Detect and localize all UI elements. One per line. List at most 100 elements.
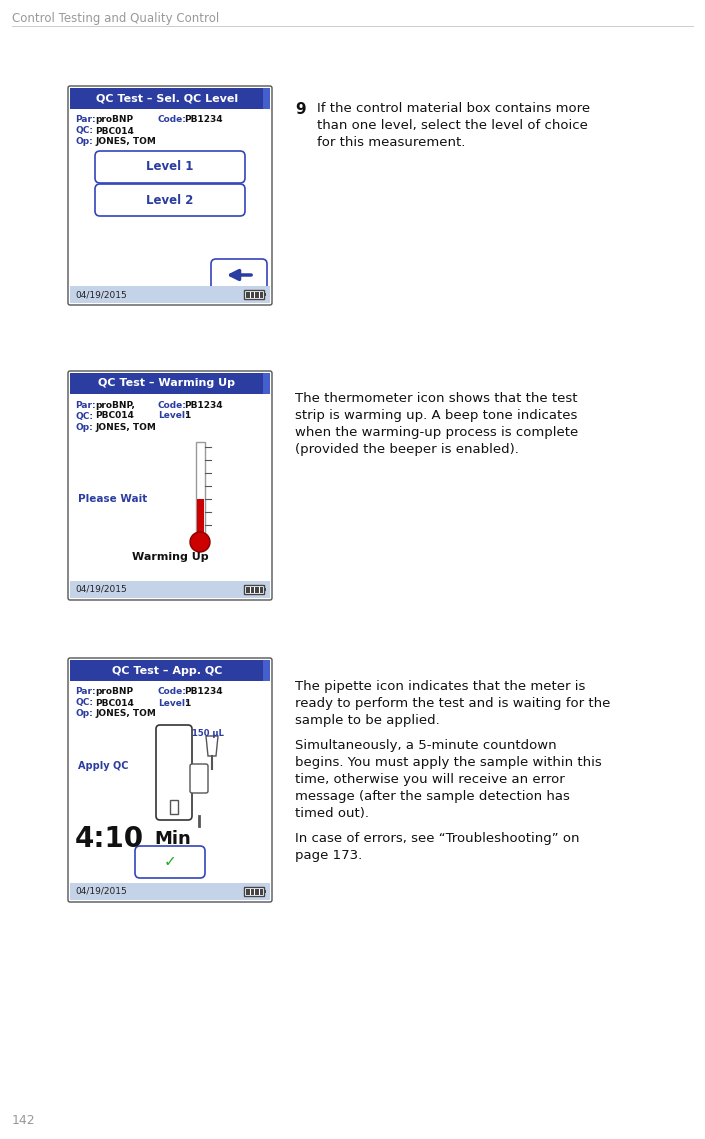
Text: QC:: QC:: [75, 411, 93, 420]
Text: proBNP,: proBNP,: [95, 401, 135, 410]
Text: Op:: Op:: [75, 710, 93, 719]
Text: QC Test – Sel. QC Level: QC Test – Sel. QC Level: [96, 93, 238, 104]
Bar: [264, 293, 266, 296]
Text: Warming Up: Warming Up: [132, 552, 208, 562]
Bar: [250, 292, 254, 297]
Bar: [264, 588, 266, 591]
Text: 04/19/2015: 04/19/2015: [75, 585, 127, 595]
FancyBboxPatch shape: [68, 658, 272, 902]
Bar: [259, 292, 263, 297]
Text: Op:: Op:: [75, 423, 93, 432]
Text: Control Testing and Quality Control: Control Testing and Quality Control: [12, 13, 219, 25]
Text: 150 µL: 150 µL: [192, 729, 224, 737]
Text: 1: 1: [184, 698, 190, 707]
Text: proBNP: proBNP: [95, 115, 133, 124]
Text: timed out).: timed out).: [295, 808, 369, 820]
Text: when the warming-up process is complete: when the warming-up process is complete: [295, 426, 578, 439]
Bar: [264, 890, 266, 893]
Text: QC Test – App. QC: QC Test – App. QC: [112, 665, 222, 675]
Bar: [255, 888, 259, 894]
Bar: [195, 442, 204, 534]
Bar: [170, 800, 178, 814]
Text: 04/19/2015: 04/19/2015: [75, 290, 127, 300]
FancyBboxPatch shape: [156, 726, 192, 820]
Text: Code:: Code:: [158, 401, 187, 410]
Text: QC:: QC:: [75, 698, 93, 707]
Bar: [263, 372, 270, 394]
Bar: [197, 499, 204, 534]
FancyBboxPatch shape: [68, 87, 272, 305]
Bar: [246, 292, 250, 297]
Text: ✓: ✓: [164, 854, 176, 869]
Text: Code:: Code:: [158, 688, 187, 697]
Bar: [244, 887, 264, 896]
Text: JONES, TOM: JONES, TOM: [95, 710, 156, 719]
Text: 04/19/2015: 04/19/2015: [75, 887, 127, 896]
Text: (provided the beeper is enabled).: (provided the beeper is enabled).: [295, 443, 519, 456]
Text: proBNP: proBNP: [95, 688, 133, 697]
Text: strip is warming up. A beep tone indicates: strip is warming up. A beep tone indicat…: [295, 409, 577, 423]
Text: If the control material box contains more: If the control material box contains mor…: [317, 103, 590, 115]
Text: In case of errors, see “Troubleshooting” on: In case of errors, see “Troubleshooting”…: [295, 831, 580, 845]
Text: JONES, TOM: JONES, TOM: [95, 138, 156, 147]
Bar: [70, 883, 270, 900]
Bar: [246, 888, 250, 894]
Text: Par:: Par:: [75, 401, 96, 410]
Text: Level:: Level:: [158, 698, 189, 707]
Text: 4:10: 4:10: [75, 825, 144, 853]
Text: Apply QC: Apply QC: [78, 761, 128, 771]
Text: Level 2: Level 2: [147, 194, 194, 206]
Text: JONES, TOM: JONES, TOM: [95, 423, 156, 432]
Bar: [70, 659, 270, 681]
Bar: [255, 587, 259, 592]
Text: The thermometer icon shows that the test: The thermometer icon shows that the test: [295, 392, 577, 405]
Bar: [244, 585, 264, 595]
Bar: [263, 88, 270, 109]
Text: PBC014: PBC014: [95, 698, 134, 707]
Text: begins. You must apply the sample within this: begins. You must apply the sample within…: [295, 756, 602, 769]
Text: Par:: Par:: [75, 688, 96, 697]
Text: Simultaneously, a 5-minute countdown: Simultaneously, a 5-minute countdown: [295, 739, 557, 752]
Text: Please Wait: Please Wait: [78, 494, 147, 503]
FancyBboxPatch shape: [135, 846, 205, 878]
Text: time, otherwise you will receive an error: time, otherwise you will receive an erro…: [295, 773, 565, 786]
Bar: [255, 292, 259, 297]
FancyBboxPatch shape: [190, 764, 208, 793]
Bar: [263, 659, 270, 681]
Text: 9: 9: [295, 103, 306, 117]
Text: Level 1: Level 1: [147, 161, 194, 173]
Text: PB1234: PB1234: [184, 115, 223, 124]
Text: than one level, select the level of choice: than one level, select the level of choi…: [317, 118, 588, 132]
Text: PB1234: PB1234: [184, 688, 223, 697]
Bar: [250, 587, 254, 592]
Bar: [70, 372, 270, 394]
Text: 142: 142: [12, 1114, 36, 1126]
FancyBboxPatch shape: [68, 371, 272, 600]
Bar: [70, 286, 270, 303]
Bar: [259, 587, 263, 592]
Text: PBC014: PBC014: [95, 411, 134, 420]
Text: QC Test – Warming Up: QC Test – Warming Up: [99, 378, 235, 388]
Text: 1: 1: [184, 411, 190, 420]
FancyBboxPatch shape: [95, 185, 245, 216]
Bar: [70, 88, 270, 109]
Text: Par:: Par:: [75, 115, 96, 124]
Text: Min: Min: [154, 830, 191, 849]
FancyBboxPatch shape: [211, 259, 267, 290]
Bar: [244, 290, 264, 300]
Text: Code:: Code:: [158, 115, 187, 124]
Text: page 173.: page 173.: [295, 849, 362, 862]
Text: The pipette icon indicates that the meter is: The pipette icon indicates that the mete…: [295, 680, 585, 693]
Bar: [70, 581, 270, 598]
Text: ready to perform the test and is waiting for the: ready to perform the test and is waiting…: [295, 697, 611, 710]
Text: PB1234: PB1234: [184, 401, 223, 410]
Text: message (after the sample detection has: message (after the sample detection has: [295, 790, 570, 803]
Text: sample to be applied.: sample to be applied.: [295, 714, 440, 727]
Polygon shape: [206, 736, 218, 756]
Bar: [246, 587, 250, 592]
Circle shape: [190, 532, 210, 552]
Text: Op:: Op:: [75, 138, 93, 147]
Bar: [250, 888, 254, 894]
Text: PBC014: PBC014: [95, 126, 134, 136]
Text: for this measurement.: for this measurement.: [317, 136, 465, 149]
